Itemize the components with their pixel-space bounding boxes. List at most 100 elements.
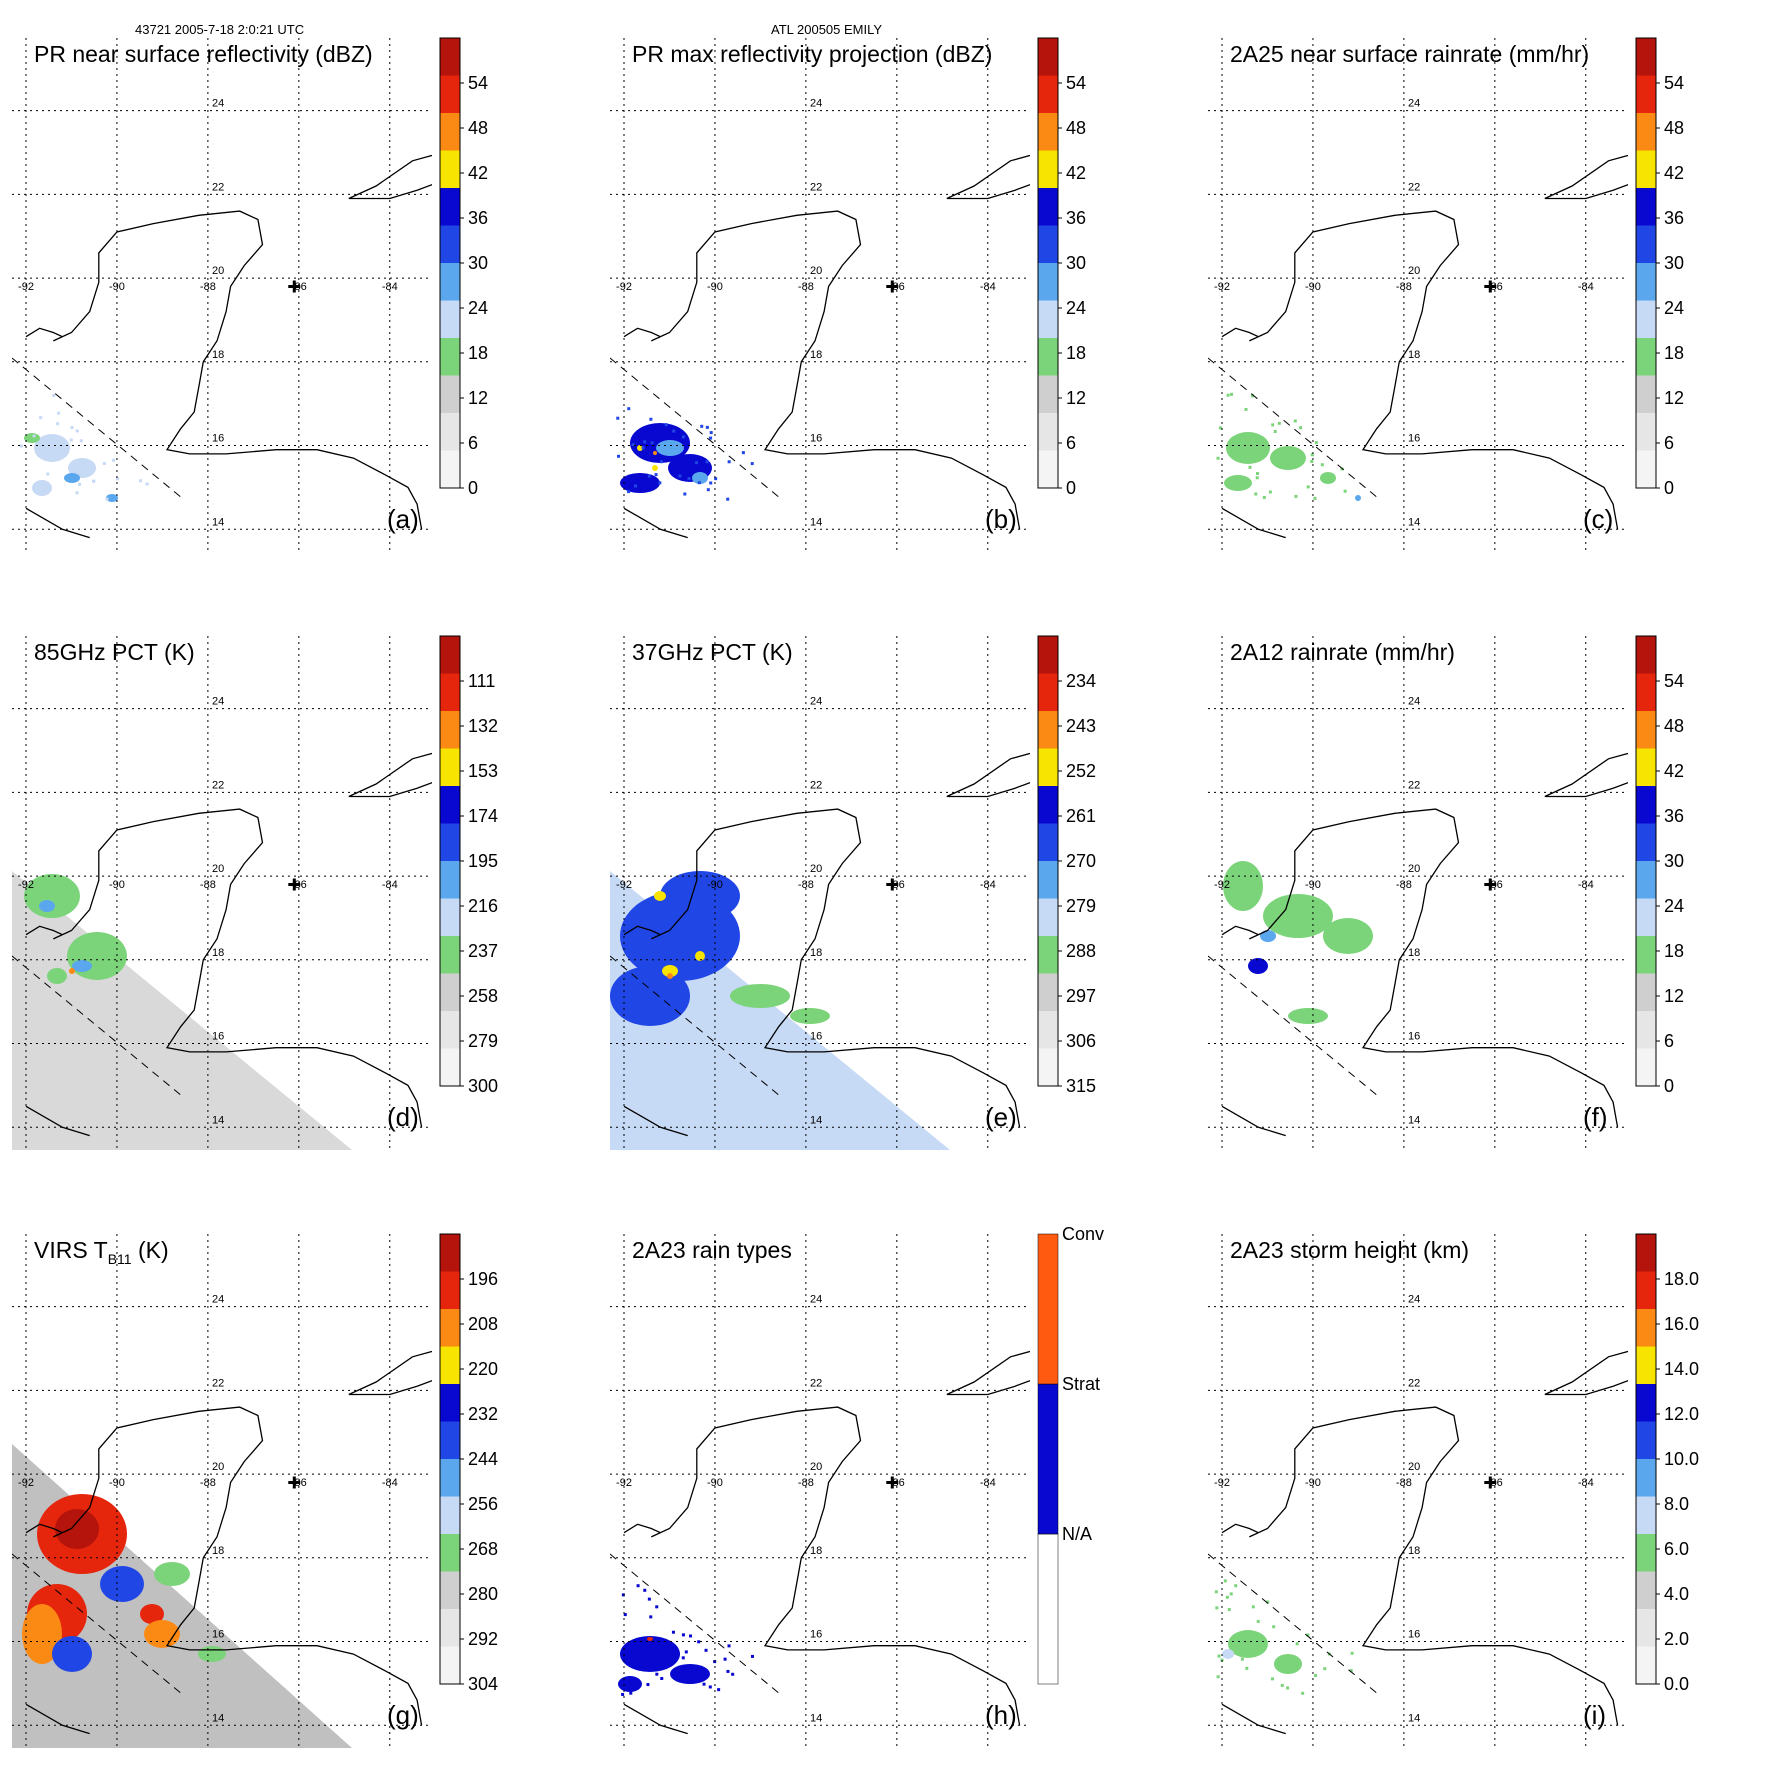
rain-pixel (723, 1657, 727, 1661)
colorbar-segment (440, 1646, 460, 1684)
colorbar-segment (1636, 861, 1656, 899)
lat-label: 14 (810, 1712, 822, 1724)
rain-pixel (1240, 1657, 1244, 1661)
rain-pixel (688, 1680, 692, 1684)
colorbar-tick-label: 196 (468, 1269, 498, 1289)
rain-cell (637, 445, 643, 451)
colorbar-tick-label: 237 (468, 941, 498, 961)
rain-cell (1274, 1654, 1302, 1674)
rain-pixel (1227, 1608, 1231, 1612)
rain-pixel (727, 1644, 731, 1648)
colorbar-segment (440, 1534, 460, 1572)
rain-pixel (1323, 1667, 1327, 1671)
coastline (25, 507, 90, 539)
coastline (1649, 650, 1722, 671)
colorbar-tick-label: 24 (1066, 298, 1086, 318)
rain-pixel (678, 474, 682, 478)
colorbar-tick-label: 42 (1066, 163, 1086, 183)
coastline (946, 154, 1030, 200)
rain-pixel (1255, 476, 1259, 480)
colorbar-tick-label: 4.0 (1664, 1584, 1689, 1604)
panel-label: (c) (1583, 504, 1613, 534)
lon-label: -88 (798, 281, 814, 293)
rain-pixel (39, 416, 43, 420)
colorbar-segment (1636, 1646, 1656, 1684)
rain-pixel (41, 483, 45, 487)
rain-cell (67, 932, 127, 980)
colorbar-segment (440, 1609, 460, 1647)
panel-label: (i) (1583, 1700, 1606, 1730)
coastline (623, 1523, 661, 1534)
coastline (453, 650, 526, 671)
lat-label: 20 (1408, 863, 1420, 875)
colorbar-tick-label: 195 (468, 851, 498, 871)
rain-cell (667, 973, 673, 979)
rain-cell (652, 465, 658, 471)
colorbar-tick-label: 0 (1066, 478, 1076, 498)
panel-label: (f) (1583, 1102, 1608, 1132)
rain-cell (52, 1636, 92, 1672)
rain-pixel (1277, 421, 1281, 425)
lon-label: -92 (18, 281, 34, 293)
lat-label: 18 (212, 947, 224, 959)
colorbar-segment (1038, 375, 1058, 413)
lon-label: -84 (382, 879, 398, 891)
rain-pixel (702, 1682, 706, 1686)
rain-pixel (46, 472, 50, 476)
colorbar-tick-label: 18 (1664, 941, 1684, 961)
rain-pixel (671, 1630, 675, 1634)
lat-label: 22 (810, 1377, 822, 1389)
lat-label: 20 (212, 1461, 224, 1473)
colorbar-segment (440, 413, 460, 451)
lon-label: -90 (109, 281, 125, 293)
coastline (53, 1406, 423, 1726)
colorbar-tick-label: 234 (1066, 671, 1096, 691)
lon-label: -82 (1669, 1477, 1685, 1489)
rain-pixel (717, 1688, 721, 1692)
coastline (25, 1105, 90, 1137)
coastline (623, 507, 688, 539)
colorbar-tick-label: 18 (1066, 343, 1086, 363)
rain-cell (22, 1604, 62, 1664)
lon-label: -88 (1396, 281, 1412, 293)
rain-pixel (1226, 484, 1230, 488)
rain-cell (47, 968, 67, 984)
plus-icon (886, 280, 899, 293)
lon-label: -90 (707, 281, 723, 293)
rain-pixel (1299, 426, 1303, 430)
colorbar-tick-label: Strat (1062, 1374, 1100, 1394)
rain-cell (647, 1637, 653, 1641)
rain-pixel (689, 1634, 693, 1638)
plus-icon (288, 1476, 301, 1489)
colorbar-tick-label: 2.0 (1664, 1629, 1689, 1649)
plus-icon (1484, 878, 1497, 891)
rain-pixel (649, 1615, 653, 1619)
coastline (623, 1703, 688, 1735)
coastline (1221, 1703, 1286, 1735)
lat-label: 24 (212, 1294, 224, 1306)
colorbar-tick-label: 304 (468, 1674, 498, 1694)
lat-label: 16 (810, 1031, 822, 1043)
rain-pixel (92, 479, 96, 483)
lat-label: 18 (1408, 947, 1420, 959)
header-storm-name: ATL 200505 EMILY (771, 22, 883, 37)
colorbar-segment (1636, 1234, 1656, 1272)
lon-label: -92 (1214, 879, 1230, 891)
rain-pixel (1254, 492, 1258, 496)
rain-cell (1223, 861, 1263, 911)
rain-cell (24, 874, 80, 918)
rain-cell (653, 451, 657, 455)
colorbar-tick-label: 315 (1066, 1076, 1096, 1096)
rain-pixel (1237, 485, 1241, 489)
colorbar-tick-label: 111 (468, 671, 495, 691)
colorbar-segment (440, 450, 460, 488)
lat-label: 22 (1408, 1377, 1420, 1389)
colorbar-tick-label: 306 (1066, 1031, 1096, 1051)
lon-label: -90 (707, 1477, 723, 1489)
colorbar-tick-label: 36 (1664, 208, 1684, 228)
colorbar-segment (1038, 748, 1058, 786)
colorbar-segment (1636, 1496, 1656, 1534)
